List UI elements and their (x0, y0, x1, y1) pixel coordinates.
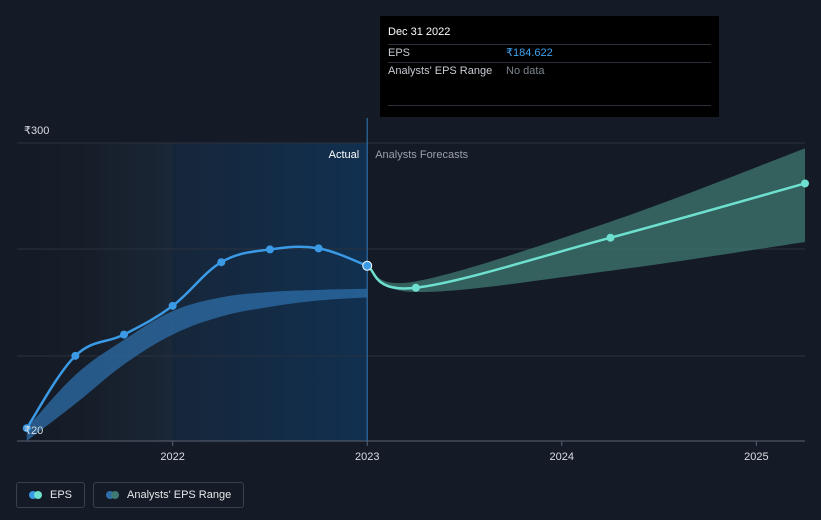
eps-chart: 2022 2023 2024 2025 ₹300 ₹20 Actual Analysts Fo… (17, 118, 809, 463)
series-0-point-5 (265, 245, 274, 254)
series-0-point-0 (22, 424, 31, 433)
series-0-point-1 (71, 351, 80, 360)
tooltip-date: Dec 31 2022 (388, 26, 451, 38)
series-0-point-7 (362, 260, 373, 271)
range-swatch-dot-actual (106, 491, 115, 499)
tooltip-range-label: Analysts' EPS Range (388, 65, 493, 77)
range-swatch-dot-forecast (111, 491, 120, 499)
series-0-point-3 (168, 301, 177, 310)
label-actual: Actual (329, 149, 360, 161)
series-0-point-6 (314, 244, 323, 253)
past-shade (17, 143, 173, 441)
tooltip-eps-label: EPS (388, 47, 411, 59)
x-tick-label-2022: 2022 (160, 451, 184, 463)
series-1-point-3 (801, 179, 809, 188)
range-swatch-icon (106, 491, 120, 499)
tooltip-range-value: No data (506, 65, 545, 77)
legend-range-label: Analysts' EPS Range (127, 489, 232, 501)
tooltip-eps-row: EPS ₹184.622 (388, 44, 711, 62)
tooltip-range-row: Analysts' EPS Range No data (388, 62, 711, 106)
y-tick-label-top: ₹300 (24, 125, 49, 137)
series-0-point-4 (217, 258, 226, 267)
y-tick-label-bottom: ₹20 (24, 425, 43, 437)
label-forecasts: Analysts Forecasts (375, 149, 468, 161)
eps-swatch-icon (29, 491, 42, 499)
forecast-eps-range-band (367, 148, 805, 293)
x-tick-label-2025: 2025 (744, 451, 768, 463)
tooltip-eps-value: ₹184.622 (506, 47, 553, 59)
series-0-point-2 (120, 330, 129, 339)
eps-swatch-dot-forecast (34, 491, 42, 499)
legend-eps-label: EPS (50, 489, 73, 501)
x-tick-label-2024: 2024 (550, 451, 574, 463)
actual-eps-range-band (26, 288, 368, 441)
series-1-point-2 (606, 233, 615, 242)
tooltip: Dec 31 2022 EPS ₹184.622 Analysts' EPS R… (380, 16, 719, 117)
eps-swatch-dot-actual (29, 491, 37, 499)
legend-range[interactable]: Analysts' EPS Range (93, 482, 245, 508)
legend: EPS Analysts' EPS Range (16, 482, 245, 508)
series-line-1 (365, 182, 807, 290)
legend-eps[interactable]: EPS (16, 482, 86, 508)
series-1-point-1 (411, 283, 420, 292)
x-tick-label-2023: 2023 (355, 451, 379, 463)
